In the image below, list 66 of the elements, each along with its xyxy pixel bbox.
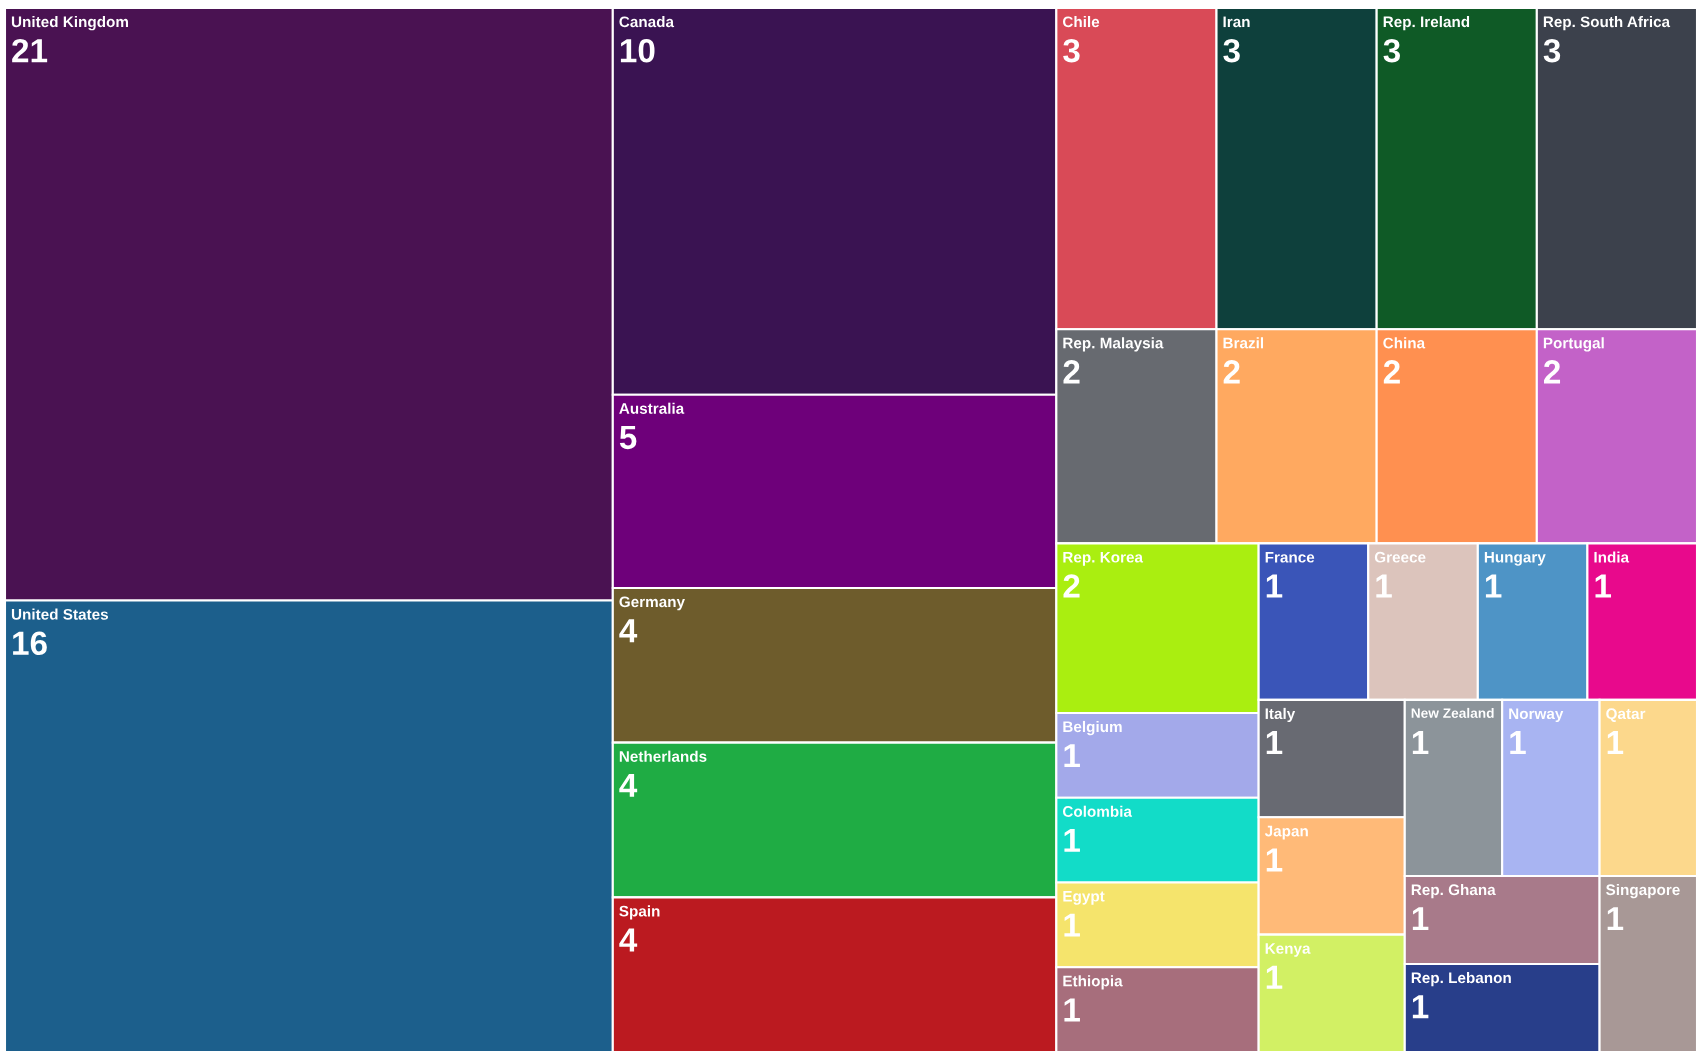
data-label: 1 (1064, 913, 1080, 937)
category-label: Rep. Lebanon (1411, 971, 1511, 987)
category-label: Ethiopia (1063, 975, 1123, 990)
data-label: 16 (13, 631, 47, 656)
data-label: 1 (1412, 907, 1429, 931)
category-label: Singapore (1606, 883, 1680, 899)
category-label: Rep. Malaysia (1063, 337, 1164, 352)
category-label: Germany (619, 596, 685, 611)
data-label: 1 (1607, 907, 1624, 931)
data-label: 1 (1485, 574, 1502, 598)
data-label: 1 (1376, 574, 1392, 598)
category-label: Kenya (1265, 943, 1311, 957)
category-label: Colombia (1062, 805, 1133, 817)
data-label: 1 (1064, 828, 1080, 852)
data-label: 3 (1383, 38, 1400, 63)
category-label: Rep. South Africa (1543, 16, 1671, 31)
category-label: United States (11, 608, 108, 620)
data-label: 4 (619, 928, 638, 952)
category-label: Qatar (1606, 708, 1646, 722)
data-label: 4 (619, 773, 638, 797)
data-label: 2 (1543, 360, 1561, 384)
data-label: 1 (1064, 998, 1080, 1022)
data-label: 1 (1607, 731, 1624, 755)
category-label: United Kingdom (11, 16, 129, 31)
data-label: 4 (619, 619, 638, 643)
category-label: Rep. Ghana (1411, 883, 1496, 899)
data-label: 1 (1266, 965, 1283, 989)
category-label: Canada (619, 16, 675, 28)
data-label: 2 (1063, 574, 1080, 598)
category-label: Brazil (1223, 337, 1264, 349)
data-label: 3 (1543, 38, 1561, 63)
data-label: 21 (12, 38, 48, 63)
category-label: Italy (1265, 707, 1296, 723)
data-label: 1 (1266, 574, 1283, 598)
category-label: Iran (1223, 16, 1250, 28)
data-label: 1 (1266, 731, 1283, 755)
category-label: Portugal (1543, 337, 1604, 352)
data-label: 2 (1383, 360, 1400, 384)
category-label: Netherlands (619, 750, 707, 762)
category-label: India (1594, 551, 1630, 563)
data-label: 2 (1223, 360, 1240, 384)
data-label: 1 (1412, 995, 1429, 1019)
category-label: Hungary (1484, 551, 1546, 566)
category-label: Japan (1264, 825, 1308, 840)
category-label: Belgium (1063, 720, 1122, 736)
category-label: China (1383, 337, 1426, 349)
category-label: Greece (1374, 551, 1426, 563)
data-label: 3 (1223, 38, 1240, 63)
category-label: Rep. Ireland (1383, 16, 1470, 31)
category-label: Spain (619, 905, 660, 920)
category-label: Chile (1062, 16, 1100, 28)
data-label: 10 (620, 38, 655, 63)
category-label: New Zealand (1411, 707, 1494, 718)
category-label: Australia (619, 402, 685, 414)
data-label: 3 (1063, 38, 1080, 63)
data-label: 1 (1412, 731, 1429, 755)
data-label: 2 (1063, 360, 1080, 384)
data-label: 1 (1510, 731, 1526, 755)
category-label: Rep. Korea (1063, 551, 1144, 566)
category-label: Norway (1509, 708, 1564, 723)
data-label: 1 (1064, 744, 1080, 768)
data-label: 1 (1595, 574, 1612, 598)
data-label: 5 (619, 425, 637, 450)
category-label: France (1265, 551, 1315, 563)
category-label: Egypt (1063, 890, 1105, 905)
data-label: 1 (1266, 848, 1283, 872)
